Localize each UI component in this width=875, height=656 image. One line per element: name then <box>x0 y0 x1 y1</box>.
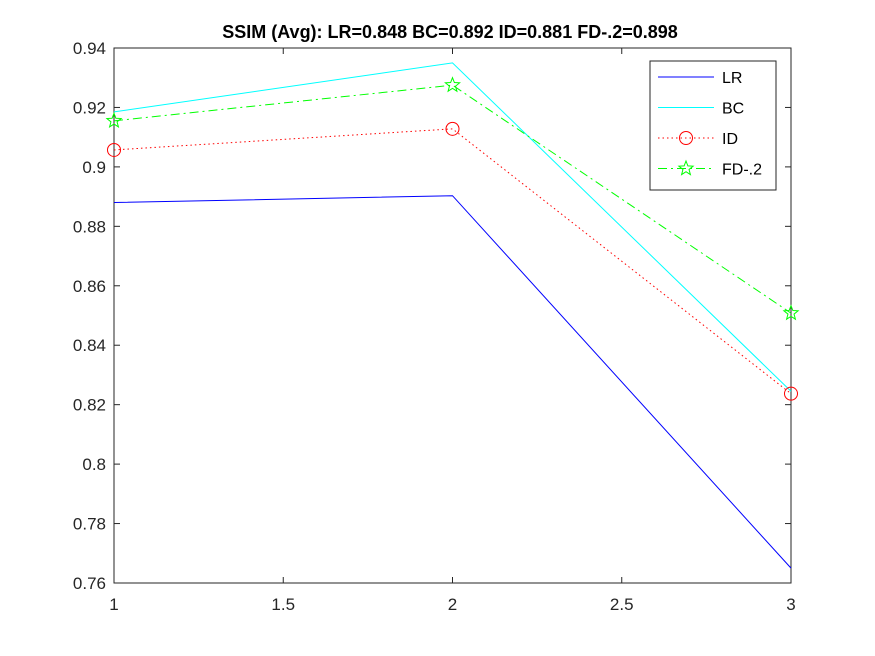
legend: LR BC ID FD-.2 <box>649 60 777 191</box>
data-point-id <box>445 121 460 136</box>
legend-marker-id <box>679 131 693 145</box>
series-line-bc <box>113 62 792 392</box>
y-tick-label: 0.8 <box>82 455 106 474</box>
y-tick-label: 0.92 <box>73 98 106 117</box>
y-tick-label: 0.78 <box>73 515 106 534</box>
chart-title: SSIM (Avg): LR=0.848 BC=0.892 ID=0.881 F… <box>222 22 678 42</box>
legend-marker-fd-2 <box>677 159 695 176</box>
y-tick-label: 0.9 <box>82 158 106 177</box>
legend-label-lr: LR <box>722 70 742 87</box>
y-tick-label: 0.88 <box>73 217 106 236</box>
series-line-lr <box>113 195 792 569</box>
data-point-fd-2 <box>782 304 800 321</box>
y-tick-label: 0.94 <box>73 39 106 58</box>
x-tick-label: 3 <box>786 595 795 614</box>
y-tick-label: 0.86 <box>73 277 106 296</box>
legend-label-bc: BC <box>722 101 744 118</box>
y-tick-label: 0.84 <box>73 336 106 355</box>
legend-label-id: ID <box>722 131 738 148</box>
x-tick-label: 2.5 <box>610 595 634 614</box>
data-point-id <box>107 142 121 157</box>
series-line-fd-2 <box>113 84 792 314</box>
x-tick-label: 1 <box>109 595 118 614</box>
legend-label-fd-2: FD-.2 <box>722 162 762 179</box>
x-tick-label: 1.5 <box>271 595 295 614</box>
y-tick-label: 0.76 <box>73 574 106 593</box>
x-tick-label: 2 <box>448 595 457 614</box>
data-point-fd-2 <box>444 76 461 93</box>
data-point-fd-2 <box>105 111 123 129</box>
series-line-id <box>113 128 792 395</box>
y-tick-label: 0.82 <box>73 396 106 415</box>
data-point-id <box>784 386 798 401</box>
